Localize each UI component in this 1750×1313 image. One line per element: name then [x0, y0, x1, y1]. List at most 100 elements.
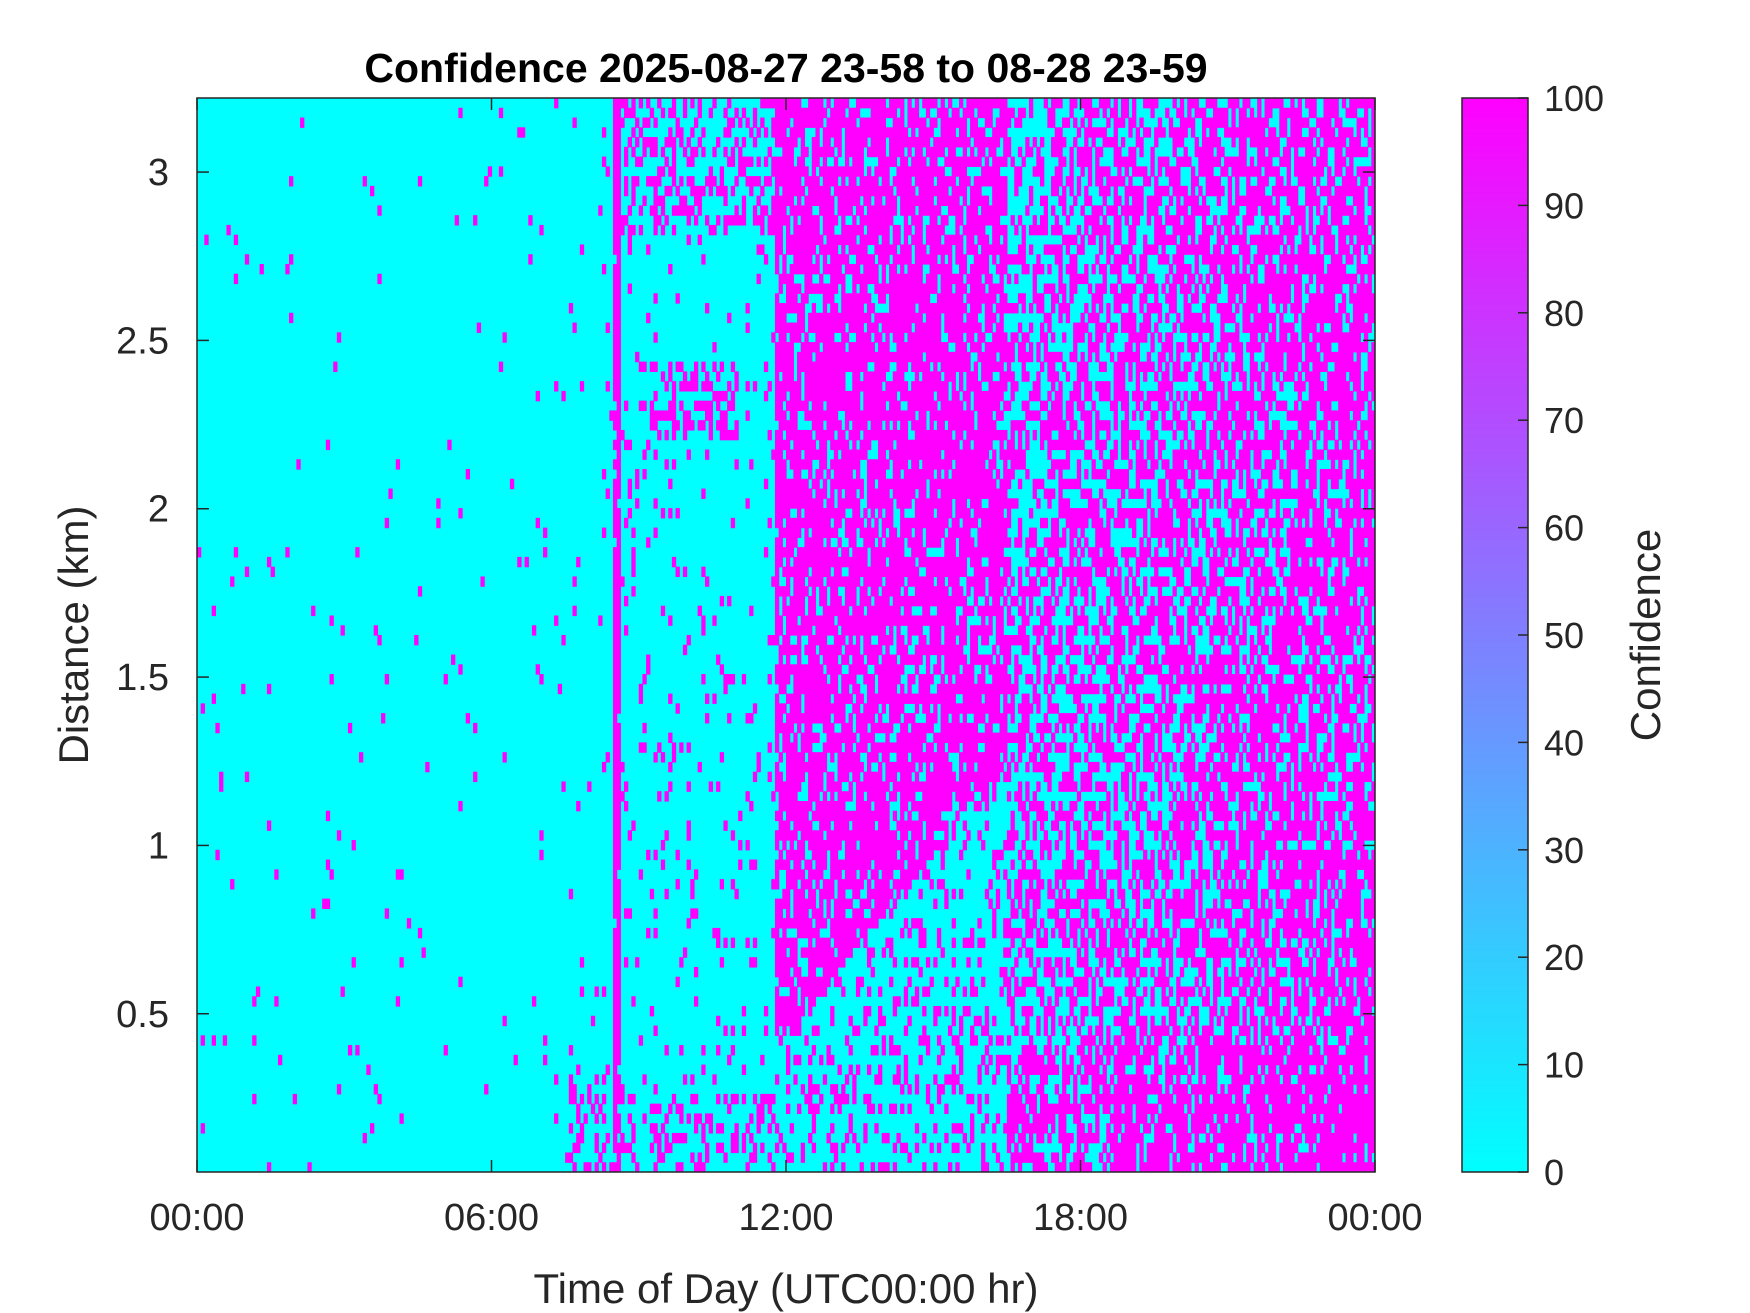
- heatmap-cell: [859, 664, 864, 675]
- heatmap-cell: [612, 1006, 618, 1017]
- heatmap-cell: [727, 127, 732, 138]
- heatmap-cell: [668, 732, 673, 743]
- heatmap-cell: [918, 410, 923, 421]
- heatmap-cell: [594, 986, 599, 997]
- heatmap-cell: [852, 420, 857, 431]
- heatmap-cell: [944, 410, 949, 421]
- heatmap-cell: [918, 283, 923, 294]
- heatmap-cell: [929, 351, 934, 363]
- heatmap-cell: [624, 957, 629, 968]
- heatmap-cell: [826, 263, 831, 275]
- heatmap-cell: [252, 1035, 257, 1046]
- heatmap-cell: [701, 1064, 706, 1075]
- heatmap-cell: [741, 1093, 747, 1105]
- heatmap-cell: [789, 98, 794, 109]
- heatmap-cell: [616, 771, 621, 783]
- heatmap-cell: [778, 791, 783, 802]
- heatmap-cell: [774, 635, 780, 646]
- heatmap-cell: [881, 322, 886, 333]
- heatmap-cell: [808, 927, 813, 939]
- heatmap-cell: [940, 400, 945, 412]
- heatmap-cell: [793, 595, 798, 607]
- heatmap-cell: [892, 957, 898, 968]
- heatmap-cell: [841, 244, 846, 255]
- heatmap-cell: [940, 498, 945, 509]
- heatmap-cell: [579, 244, 585, 255]
- heatmap-cell: [837, 752, 842, 763]
- heatmap-cell: [616, 957, 621, 968]
- heatmap-cell: [944, 713, 949, 724]
- heatmap-cell: [612, 283, 618, 294]
- heatmap-cell: [774, 127, 780, 138]
- heatmap-cell: [822, 176, 828, 187]
- heatmap-cell: [855, 303, 861, 314]
- heatmap-cell: [819, 205, 824, 216]
- heatmap-cell: [929, 879, 934, 890]
- heatmap-cell: [866, 410, 872, 421]
- heatmap-cell: [708, 410, 713, 421]
- heatmap-cell: [903, 449, 909, 460]
- heatmap-cell: [815, 156, 820, 167]
- heatmap-cell: [878, 400, 883, 412]
- heatmap-cell: [624, 156, 629, 167]
- heatmap-cell: [922, 488, 927, 499]
- heatmap-cell: [866, 371, 872, 382]
- heatmap-cell: [797, 469, 802, 480]
- heatmap-cell: [815, 800, 820, 812]
- heatmap-cell: [929, 146, 934, 158]
- heatmap-cell: [874, 742, 879, 753]
- heatmap-cell: [947, 420, 953, 431]
- heatmap-cell: [808, 449, 813, 460]
- heatmap-cell: [841, 234, 846, 246]
- heatmap-cell: [863, 98, 868, 109]
- heatmap-cell: [734, 176, 739, 187]
- heatmap-cell: [874, 400, 879, 412]
- heatmap-cell: [830, 625, 835, 636]
- heatmap-cell: [918, 381, 923, 392]
- heatmap-cell: [811, 615, 817, 626]
- heatmap-cell: [929, 117, 934, 128]
- heatmap-cell: [914, 166, 920, 177]
- heatmap-cell: [804, 976, 809, 988]
- heatmap-cell: [896, 137, 901, 148]
- heatmap-cell: [874, 830, 879, 841]
- heatmap-cell: [712, 98, 717, 109]
- heatmap-cell: [885, 664, 890, 675]
- heatmap-cell: [325, 439, 331, 451]
- heatmap-cell: [786, 752, 791, 763]
- heatmap-cell: [863, 137, 868, 148]
- heatmap-cell: [885, 654, 890, 665]
- heatmap-cell: [933, 166, 938, 177]
- heatmap-cell: [922, 400, 927, 412]
- heatmap-cell: [786, 761, 791, 773]
- heatmap-cell: [778, 537, 783, 548]
- heatmap-cell: [951, 361, 956, 372]
- heatmap-cell: [786, 576, 791, 587]
- heatmap-cell: [900, 537, 905, 548]
- heatmap-cell: [881, 781, 886, 792]
- heatmap-cell: [944, 605, 949, 617]
- heatmap-cell: [959, 674, 964, 685]
- heatmap-cell: [907, 1084, 912, 1095]
- heatmap-cell: [922, 390, 927, 402]
- heatmap-cell: [947, 556, 953, 568]
- heatmap-cell: [951, 527, 956, 538]
- heatmap-cell: [863, 195, 868, 206]
- heatmap-cell: [653, 137, 658, 148]
- heatmap-cell: [752, 176, 758, 187]
- heatmap-cell: [900, 342, 905, 353]
- heatmap-cell: [874, 215, 879, 226]
- heatmap-cell: [631, 1123, 636, 1134]
- heatmap-cell: [789, 381, 794, 392]
- heatmap-cell: [782, 830, 787, 841]
- heatmap-cell: [590, 1015, 596, 1027]
- heatmap-cell: [660, 859, 666, 870]
- heatmap-cell: [933, 1074, 938, 1085]
- heatmap-cell: [852, 927, 857, 939]
- heatmap-cell: [797, 781, 802, 792]
- heatmap-cell: [874, 771, 879, 783]
- heatmap-cell: [907, 742, 912, 753]
- heatmap-cell: [793, 1006, 798, 1017]
- heatmap-cell: [697, 420, 702, 431]
- heatmap-cell: [612, 566, 618, 578]
